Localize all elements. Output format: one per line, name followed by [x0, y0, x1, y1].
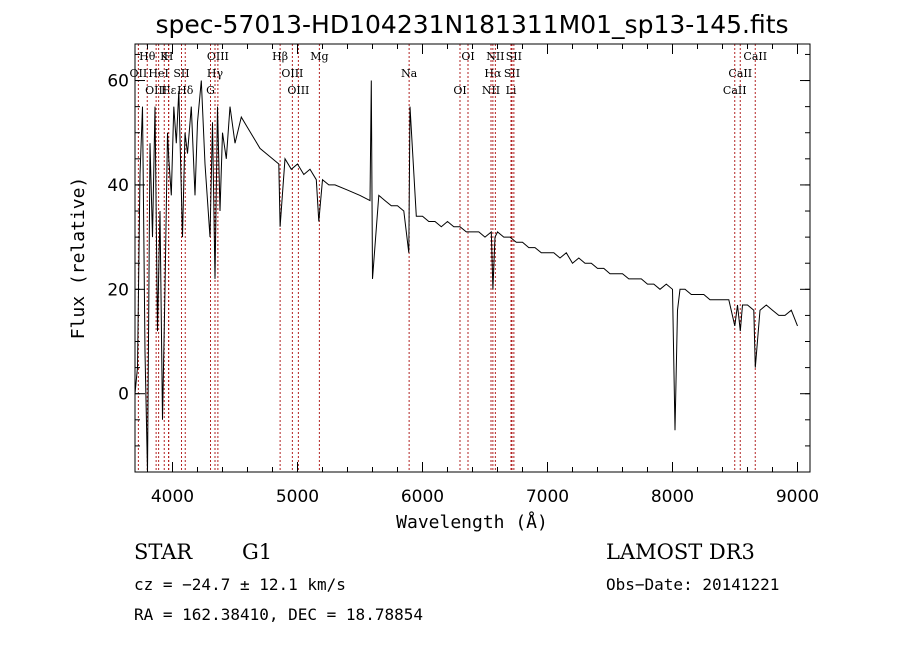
- line-label: NII: [482, 84, 500, 97]
- y-axis-ticks: 0 20 40 60: [107, 53, 810, 447]
- x-tick-label: 5000: [276, 487, 319, 507]
- x-tick-label: 7000: [526, 487, 569, 507]
- x-tick-label: 4000: [151, 487, 194, 507]
- line-label: OI: [461, 50, 474, 63]
- object-subclass: G1: [242, 540, 273, 564]
- line-label: SII: [504, 67, 520, 80]
- line-label: OIII: [287, 84, 309, 97]
- line-label: SII: [506, 50, 522, 63]
- object-class: STAR: [134, 540, 193, 564]
- line-label: CaII: [728, 67, 752, 80]
- line-label: Hδ: [177, 84, 194, 97]
- y-tick-label: 40: [107, 176, 129, 196]
- line-label: G: [206, 84, 215, 97]
- observation-date: Obs−Date: 20141221: [606, 575, 780, 594]
- line-label: Hα: [484, 67, 502, 80]
- line-label: SII: [173, 67, 189, 80]
- survey-name: LAMOST DR3: [606, 540, 755, 564]
- line-label: Mg: [310, 50, 328, 63]
- line-label: H: [164, 50, 174, 63]
- line-label: NII: [486, 50, 504, 63]
- plot-frame: [134, 43, 811, 473]
- spectral-line-markers: Hθ OII OIII K HeI Hε H SII Hδ OIII Hγ G Hβ OIII OIII Mg…: [130, 44, 767, 472]
- line-label: CaII: [723, 84, 747, 97]
- line-label: OI: [453, 84, 466, 97]
- y-axis-label: Flux (relative): [68, 177, 89, 340]
- x-tick-label: 8000: [651, 487, 694, 507]
- line-label: Na: [401, 67, 418, 80]
- x-axis-ticks: 4000 5000 6000 7000 8000 9000: [147, 44, 819, 507]
- line-label: Hε: [161, 84, 177, 97]
- x-tick-label: 6000: [401, 487, 444, 507]
- x-tick-label: 9000: [776, 487, 819, 507]
- spectrum-line: [134, 80, 798, 473]
- line-label: OIII: [281, 67, 303, 80]
- line-label: Li: [506, 84, 517, 97]
- line-label: Hθ: [139, 50, 156, 63]
- line-label: K: [160, 50, 169, 63]
- line-label: HeI: [148, 67, 168, 80]
- line-label: OIII: [145, 84, 167, 97]
- y-tick-label: 20: [107, 280, 129, 300]
- line-label: OIII: [207, 50, 229, 63]
- line-label: CaII: [743, 50, 767, 63]
- y-tick-label: 0: [118, 385, 129, 405]
- line-label: OII: [130, 67, 148, 80]
- redshift-cz: cz = −24.7 ± 12.1 km/s: [134, 575, 346, 594]
- spectrum-series: [134, 80, 798, 473]
- line-label: Hβ: [272, 50, 288, 63]
- y-tick-label: 60: [107, 72, 129, 92]
- line-label: Hγ: [207, 67, 224, 80]
- chart-title: spec-57013-HD104231N181311M01_sp13-145.f…: [155, 10, 788, 39]
- x-axis-label: Wavelength (Å): [396, 511, 548, 533]
- coordinates: RA = 162.38410, DEC = 18.78854: [134, 605, 423, 624]
